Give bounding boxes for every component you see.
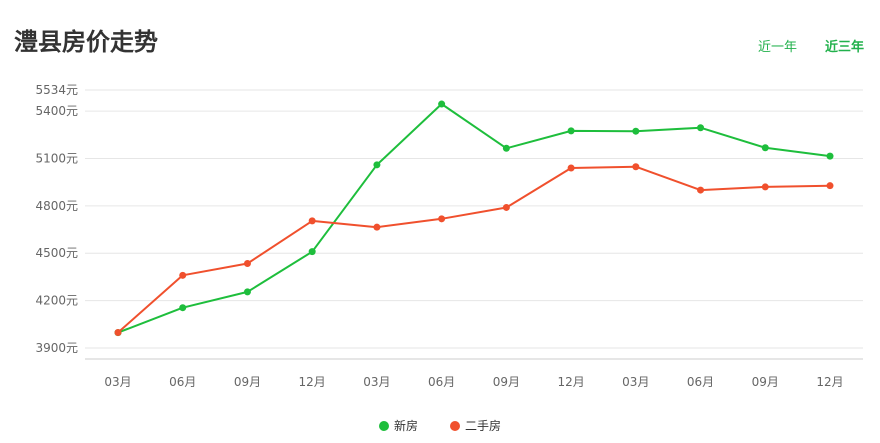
data-point-0[interactable] [373, 161, 381, 169]
data-point-1[interactable] [114, 328, 122, 336]
x-tick-label: 06月 [687, 375, 714, 389]
y-tick-label: 4500元 [35, 246, 78, 260]
data-point-1[interactable] [697, 186, 705, 194]
period-tabs: 近一年 近三年 [758, 36, 864, 55]
x-tick-label: 09月 [752, 375, 779, 389]
data-point-1[interactable] [373, 223, 381, 231]
data-point-0[interactable] [308, 248, 316, 256]
x-tick-label: 09月 [234, 375, 261, 389]
y-tick-label: 5400元 [35, 104, 78, 118]
data-point-0[interactable] [179, 304, 187, 312]
legend-item-0[interactable]: 新房 [378, 417, 418, 434]
data-point-1[interactable] [179, 271, 187, 279]
legend-label: 新房 [393, 419, 418, 433]
data-point-1[interactable] [826, 182, 834, 190]
series-line-0 [117, 103, 831, 334]
data-point-1[interactable] [761, 183, 769, 191]
x-tick-label: 06月 [428, 375, 455, 389]
y-tick-label: 4800元 [35, 199, 78, 213]
data-point-0[interactable] [632, 127, 640, 135]
data-point-0[interactable] [438, 100, 446, 108]
grid-lines [85, 89, 863, 349]
data-point-1[interactable] [632, 163, 640, 171]
tab-three-years[interactable]: 近三年 [824, 40, 864, 55]
x-tick-label: 03月 [104, 375, 131, 389]
legend-dot-icon [378, 420, 389, 431]
legend-label: 二手房 [465, 419, 502, 433]
series-lines [114, 100, 834, 337]
x-tick-label: 03月 [363, 375, 390, 389]
x-tick-label: 12月 [299, 375, 326, 389]
x-axis-labels: 03月 06月 09月 12月 03月 06月 09月 12月 03月 06月 09月 12月 [104, 375, 843, 389]
series-line-1 [117, 165, 831, 334]
data-point-0[interactable] [761, 144, 769, 152]
y-axis-labels: 3900元 4200元 4500元 4800元 5100元 5400元 5534元 [35, 83, 78, 355]
data-point-0[interactable] [826, 152, 834, 160]
y-tick-label: 4200元 [35, 294, 78, 308]
legend-dot-icon [450, 420, 460, 431]
data-point-0[interactable] [502, 144, 510, 152]
x-tick-label: 03月 [622, 375, 649, 389]
x-tick-label: 09月 [493, 375, 520, 389]
data-point-1[interactable] [502, 203, 510, 211]
data-point-0[interactable] [243, 288, 251, 296]
x-tick-label: 12月 [557, 375, 584, 389]
y-tick-label: 3900元 [35, 341, 78, 355]
legend: 新房 二手房 [0, 417, 880, 434]
y-tick-label: 5534元 [35, 83, 78, 97]
x-tick-label: 12月 [816, 375, 843, 389]
y-tick-label: 5100元 [35, 152, 78, 166]
x-tick-label: 06月 [169, 375, 196, 389]
data-point-0[interactable] [697, 124, 705, 132]
page-title: 澧县房价走势 [14, 28, 158, 56]
data-point-1[interactable] [567, 164, 575, 172]
data-point-1[interactable] [438, 215, 446, 223]
legend-item-1[interactable]: 二手房 [450, 417, 501, 434]
data-point-1[interactable] [243, 259, 251, 267]
data-point-0[interactable] [567, 127, 575, 135]
data-point-1[interactable] [308, 217, 316, 225]
tab-one-year[interactable]: 近一年 [757, 40, 797, 55]
